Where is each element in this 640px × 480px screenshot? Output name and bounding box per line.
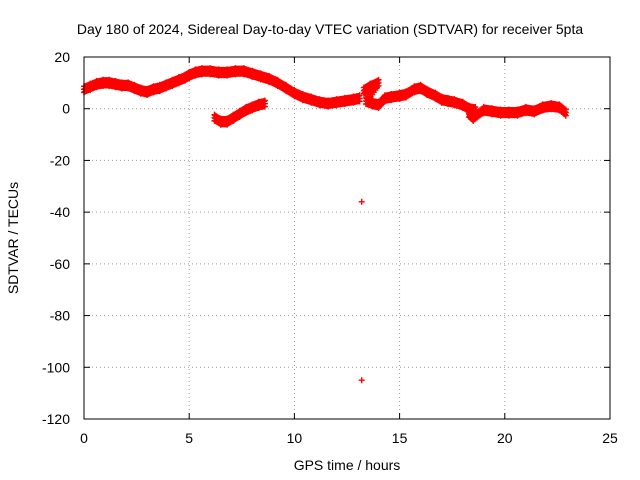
y-tick-label: -80: [50, 308, 70, 324]
data-point: [562, 106, 569, 113]
y-tick-label: -40: [50, 204, 70, 220]
data-point: [358, 198, 365, 205]
data-point: [358, 377, 365, 384]
x-tick-label: 0: [80, 430, 88, 446]
x-tick-label: 10: [287, 430, 303, 446]
x-tick-label: 20: [497, 430, 513, 446]
data-point: [261, 97, 268, 104]
y-tick-label: -100: [42, 359, 70, 375]
data-point: [356, 98, 363, 105]
y-tick-label: 0: [62, 101, 70, 117]
data-point: [562, 112, 569, 119]
data-point: [356, 92, 363, 99]
y-axis-label: SDTVAR / TECUs: [5, 182, 21, 294]
axis-ticks: 0 5 10 15 20 25 -120 -100 -80 -60 -40 -20 0 20: [42, 49, 618, 446]
plot-frame: [83, 56, 611, 420]
x-axis-label: GPS time / hours: [294, 457, 401, 473]
x-tick-label: 25: [602, 430, 618, 446]
data-point: [261, 103, 268, 110]
y-tick-label: -120: [42, 411, 70, 427]
x-tick-label: 15: [392, 430, 408, 446]
y-tick-label: -60: [50, 256, 70, 272]
data-points: [81, 65, 569, 384]
y-tick-label: 20: [54, 49, 70, 65]
chart-title: Day 180 of 2024, Sidereal Day-to-day VTE…: [77, 21, 584, 37]
x-tick-label: 5: [185, 430, 193, 446]
y-tick-label: -20: [50, 152, 70, 168]
